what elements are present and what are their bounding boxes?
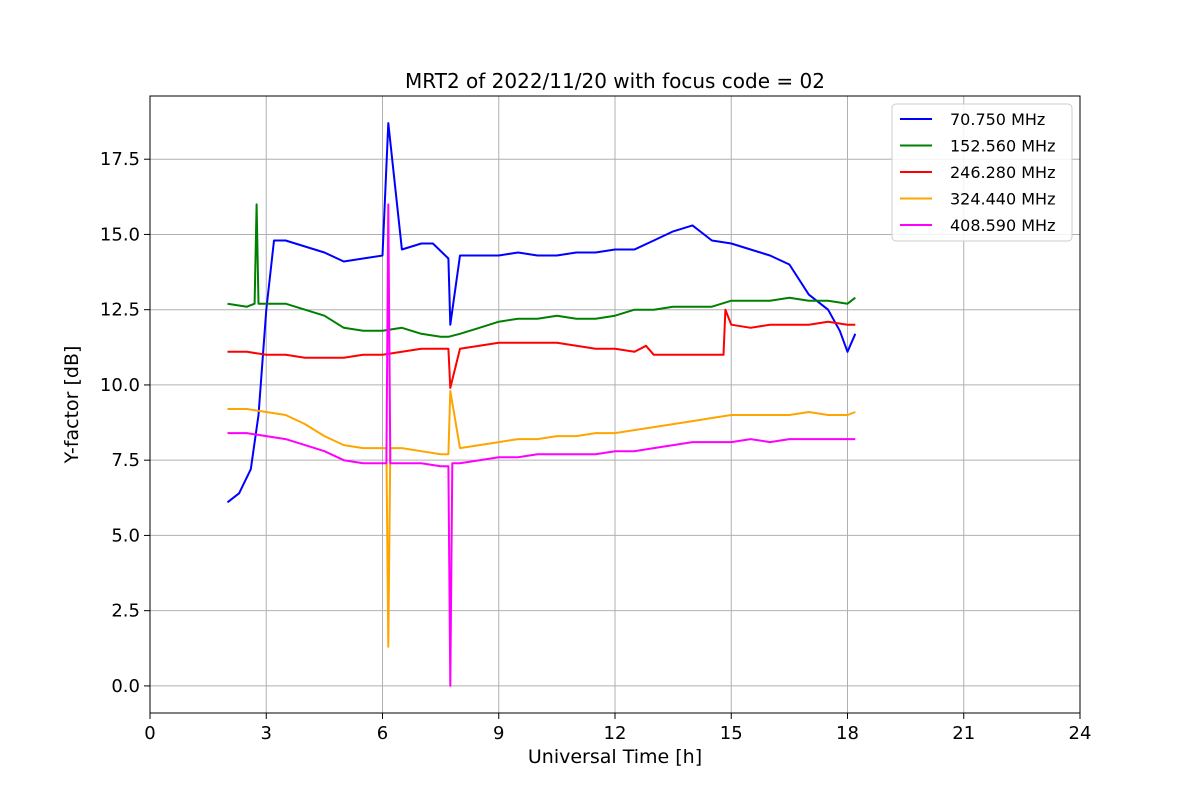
x-tick-label: 12 xyxy=(604,723,627,744)
y-tick-label: 2.5 xyxy=(111,601,140,622)
y-axis-ticks: 0.0 2.5 5.0 7.5 10.0 12.5 15.0 17.5 xyxy=(100,149,150,697)
series-group xyxy=(226,122,857,687)
series-line-0 xyxy=(226,122,857,504)
series-line-3 xyxy=(227,390,856,648)
x-tick-label: 6 xyxy=(377,723,388,744)
series-line-2 xyxy=(227,308,856,389)
x-tick-label: 0 xyxy=(144,723,155,744)
x-tick-label: 18 xyxy=(836,723,859,744)
y-tick-label: 12.5 xyxy=(100,300,140,321)
x-axis-ticks: 0 3 6 9 12 15 18 21 24 xyxy=(144,713,1091,744)
series-line-4 xyxy=(227,203,856,687)
y-tick-label: 7.5 xyxy=(111,450,140,471)
y-tick-label: 5.0 xyxy=(111,525,140,546)
y-tick-label: 15.0 xyxy=(100,224,140,245)
y-tick-label: 10.0 xyxy=(100,375,140,396)
legend: 70.750 MHz 152.560 MHz 246.280 MHz 324.440 … xyxy=(891,103,1073,242)
y-tick-label: 17.5 xyxy=(100,149,140,170)
x-tick-label: 15 xyxy=(720,723,743,744)
legend-box xyxy=(891,103,1073,242)
x-axis-label: Universal Time [h] xyxy=(528,746,702,768)
x-tick-label: 24 xyxy=(1069,723,1092,744)
x-tick-label: 3 xyxy=(261,723,272,744)
x-tick-label: 21 xyxy=(952,723,975,744)
legend-label: 408.590 MHz xyxy=(950,216,1055,235)
legend-label: 152.560 MHz xyxy=(950,137,1055,156)
series-line-1 xyxy=(227,203,856,338)
x-tick-label: 9 xyxy=(493,723,504,744)
legend-label: 324.440 MHz xyxy=(950,190,1055,209)
legend-label: 246.280 MHz xyxy=(950,163,1055,182)
legend-label: 70.750 MHz xyxy=(950,110,1045,129)
y-axis-label: Y-factor [dB] xyxy=(61,346,83,465)
y-tick-label: 0.0 xyxy=(111,676,140,697)
chart-title: MRT2 of 2022/11/20 with focus code = 02 xyxy=(405,69,825,93)
